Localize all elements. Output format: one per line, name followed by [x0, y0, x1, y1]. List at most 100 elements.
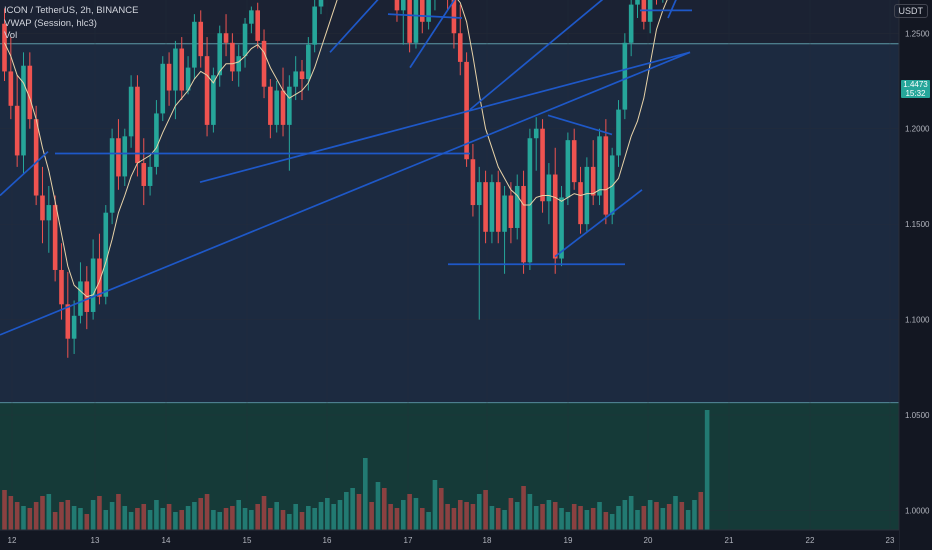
volume-bar	[204, 494, 210, 530]
volume-bar	[261, 496, 267, 530]
candle-body	[628, 4, 634, 43]
volume-bar	[147, 510, 153, 530]
trend-line	[387, 13, 463, 19]
volume-bar	[432, 480, 438, 530]
volume-legend[interactable]: Vol	[4, 30, 18, 41]
candle-body	[255, 10, 260, 41]
volume-bar	[571, 504, 577, 530]
candle-body	[540, 128, 545, 202]
candle-body	[52, 205, 58, 270]
volume-bar	[109, 502, 115, 530]
candle-body	[590, 166, 596, 196]
price-tick-label: 1.2000	[905, 125, 930, 134]
volume-bar	[14, 502, 20, 530]
volume-bar	[122, 506, 128, 530]
volume-bar	[356, 494, 362, 530]
volume-bar	[628, 496, 634, 530]
volume-bar	[400, 500, 406, 530]
candle-body	[584, 166, 590, 225]
candle-body	[2, 23, 7, 72]
volume-bar	[616, 506, 621, 530]
volume-bar	[673, 496, 678, 530]
candle-body	[78, 281, 83, 316]
volume-bar	[508, 498, 514, 530]
vwap-legend[interactable]: VWAP (Session, hlc3)	[4, 17, 97, 29]
candle-body	[198, 21, 204, 57]
volume-bar	[521, 486, 526, 530]
volume-bar	[426, 512, 431, 530]
volume-bar	[350, 488, 355, 530]
volume-bar	[546, 500, 552, 530]
candle-body	[603, 136, 609, 215]
volume-bar	[647, 500, 653, 530]
candle-body	[122, 136, 128, 177]
volume-bar	[154, 500, 159, 530]
volume-bar	[514, 502, 520, 530]
candle-body	[514, 185, 520, 228]
candle-body	[8, 71, 14, 106]
candle-body	[616, 109, 621, 156]
candle-body	[217, 33, 223, 76]
currency-label[interactable]: USDT	[893, 4, 928, 18]
volume-bar	[185, 506, 191, 530]
candle-body	[147, 166, 153, 186]
volume-bar	[236, 500, 242, 530]
volume-bar	[103, 510, 109, 530]
time-tick-label: 15	[243, 536, 252, 545]
volume-bar	[394, 508, 400, 530]
candle-body	[502, 195, 507, 232]
candle-body	[483, 182, 488, 232]
time-axis[interactable]: 12 13 14 15 16 17 18 19 20 21 22 23	[0, 529, 899, 550]
candle-body	[27, 65, 33, 120]
price-tick-label: 1.2500	[905, 29, 930, 38]
trend-lines[interactable]	[0, 0, 770, 336]
last-price-tag: 1.4473 15:32	[901, 80, 930, 98]
candle-body	[103, 212, 109, 297]
trend-line	[0, 51, 691, 336]
candle-body	[109, 138, 115, 213]
candle-body	[306, 44, 311, 80]
candle-body	[565, 140, 571, 198]
volume-bar	[609, 514, 615, 530]
volume-bar	[692, 500, 697, 530]
candle-body	[204, 56, 210, 125]
volume-bar	[337, 500, 343, 530]
candlesticks	[2, 0, 664, 358]
candle-body	[533, 128, 539, 139]
time-tick-label: 18	[483, 536, 492, 545]
candle-body	[128, 86, 134, 137]
last-price-value: 1.4473	[903, 80, 928, 89]
volume-bar	[217, 512, 223, 530]
volume-bars	[2, 410, 710, 530]
candle-body	[299, 71, 305, 80]
candle-body	[90, 258, 96, 312]
volume-bar	[641, 506, 647, 530]
volume-bar	[438, 488, 444, 530]
volume-bar	[65, 500, 71, 530]
volume-bar	[173, 512, 178, 530]
candle-body	[166, 63, 172, 91]
candle-body	[33, 119, 39, 196]
price-tick-label: 1.0500	[905, 411, 930, 420]
volume-bar	[445, 504, 450, 530]
time-tick-label: 22	[806, 536, 815, 545]
time-tick-label: 16	[323, 536, 332, 545]
candle-body	[116, 138, 121, 177]
volume-bar	[540, 504, 545, 530]
candle-body	[571, 140, 577, 183]
volume-bar	[457, 500, 463, 530]
volume-bar	[679, 502, 685, 530]
volume-bar	[470, 504, 476, 530]
price-tick-label: 1.1500	[905, 220, 930, 229]
volume-bar	[660, 508, 666, 530]
bar-countdown: 15:32	[905, 89, 926, 98]
volume-bar	[331, 504, 336, 530]
trend-line	[329, 0, 379, 53]
symbol-title[interactable]: ICON / TetherUS, 2h, BINANCE	[4, 5, 139, 16]
candle-body	[552, 174, 558, 259]
volume-bar	[685, 510, 691, 530]
candle-body	[546, 174, 552, 202]
volume-bar	[223, 508, 229, 530]
chart-legend: ICON / TetherUS, 2h, BINANCE VWAP (Sessi…	[4, 5, 138, 43]
